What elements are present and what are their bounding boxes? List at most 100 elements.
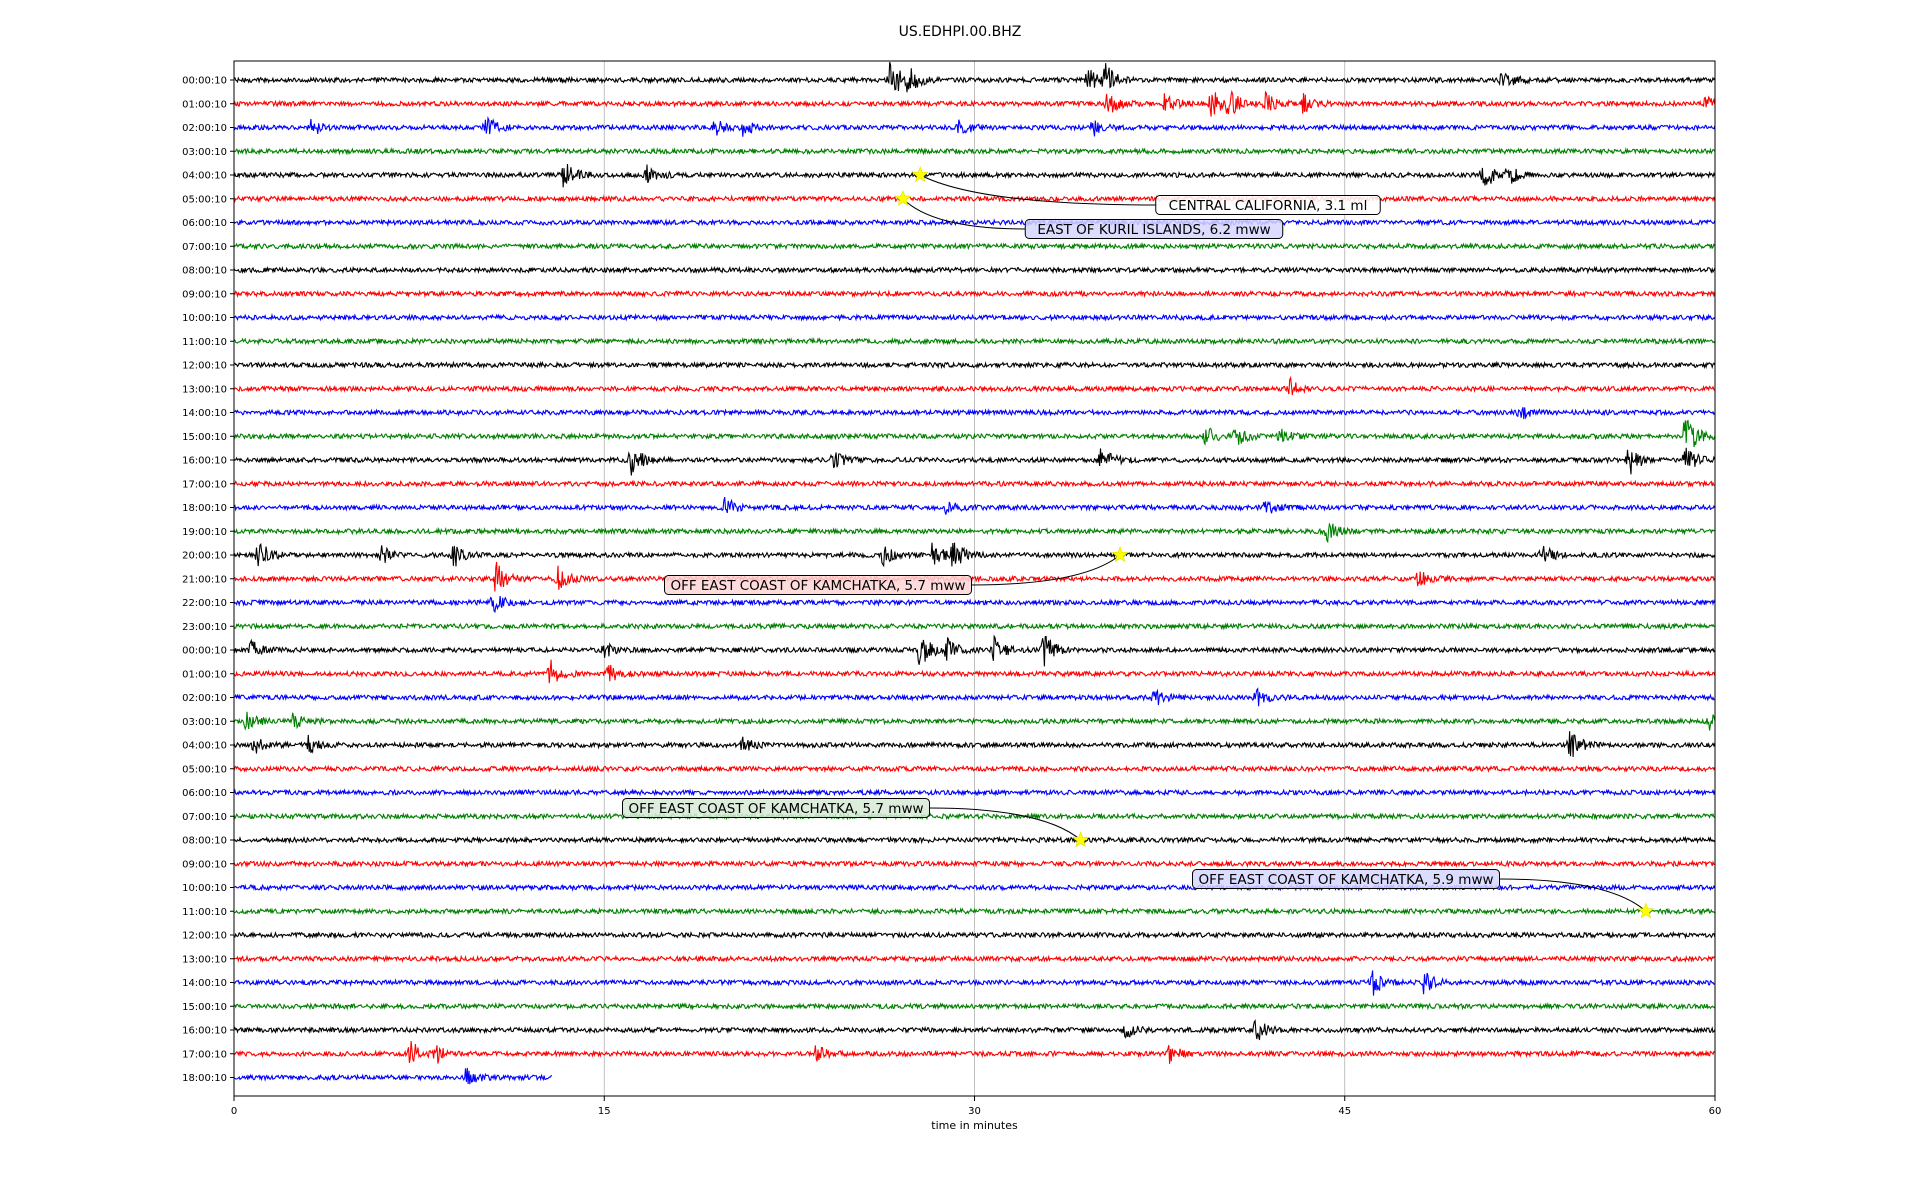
trace-row bbox=[233, 731, 1716, 758]
row-time-label: 07:00:10 bbox=[182, 812, 227, 823]
trace-row bbox=[233, 407, 1716, 420]
event-annotation: OFF EAST COAST OF KAMCHATKA, 5.7 mww bbox=[664, 546, 1129, 595]
row-time-label: 02:00:10 bbox=[182, 123, 227, 134]
row-time-label: 18:00:10 bbox=[182, 1073, 227, 1084]
event-label-box bbox=[1192, 869, 1500, 889]
row-time-label: 06:00:10 bbox=[182, 788, 227, 799]
trace-row bbox=[233, 163, 1716, 188]
trace-row bbox=[233, 419, 1716, 448]
event-label: OFF EAST COAST OF KAMCHATKA, 5.9 mww bbox=[1198, 872, 1493, 888]
x-axis-ticks: 0 15 30 45 60 bbox=[231, 1096, 1722, 1117]
row-time-label: 14:00:10 bbox=[182, 978, 227, 989]
event-annotation: CENTRAL CALIFORNIA, 3.1 ml bbox=[911, 166, 1381, 215]
event-annotations: CENTRAL CALIFORNIA, 3.1 ml EAST OF KURIL … bbox=[622, 166, 1655, 919]
row-time-label: 03:00:10 bbox=[182, 717, 227, 728]
event-connector bbox=[919, 174, 1156, 206]
chart-title: US.EDHPI.00.BHZ bbox=[899, 24, 1022, 40]
x-tick-label: 45 bbox=[1338, 1106, 1351, 1117]
row-time-label: 15:00:10 bbox=[182, 1002, 227, 1013]
trace-row bbox=[233, 764, 1716, 774]
row-time-label: 01:00:10 bbox=[182, 99, 227, 110]
trace-row bbox=[233, 859, 1716, 869]
trace-row bbox=[233, 313, 1716, 322]
row-time-label: 23:00:10 bbox=[182, 622, 227, 633]
row-time-label: 17:00:10 bbox=[182, 1049, 227, 1060]
row-time-label: 00:00:10 bbox=[182, 76, 227, 87]
trace-row bbox=[233, 711, 1716, 731]
event-connector bbox=[929, 807, 1081, 841]
trace-row bbox=[233, 522, 1716, 544]
row-time-label: 00:00:10 bbox=[182, 646, 227, 657]
row-time-label: 16:00:10 bbox=[182, 456, 227, 467]
row-time-labels: 00:00:10 01:00:10 02:00:10 03:00:10 04:00:10… bbox=[182, 76, 234, 1084]
row-time-label: 18:00:10 bbox=[182, 503, 227, 514]
trace-row bbox=[233, 218, 1716, 227]
trace-row bbox=[234, 906, 1716, 916]
event-annotation: OFF EAST COAST OF KAMCHATKA, 5.7 mww bbox=[622, 798, 1089, 848]
trace-row bbox=[233, 194, 1716, 204]
row-time-label: 01:00:10 bbox=[182, 669, 227, 680]
trace-row bbox=[233, 146, 1716, 156]
x-tick-label: 15 bbox=[598, 1106, 611, 1117]
row-time-label: 13:00:10 bbox=[182, 384, 227, 395]
row-time-label: 10:00:10 bbox=[182, 313, 227, 324]
trace-row bbox=[233, 479, 1715, 489]
row-time-label: 08:00:10 bbox=[182, 836, 227, 847]
trace-row bbox=[233, 115, 1716, 137]
event-star-marker bbox=[894, 189, 912, 206]
trace-row bbox=[233, 542, 1716, 568]
event-star-marker bbox=[1072, 831, 1089, 848]
row-time-label: 03:00:10 bbox=[182, 147, 227, 158]
event-label-box bbox=[1024, 219, 1284, 239]
x-tick-label: 60 bbox=[1709, 1106, 1722, 1117]
trace-row bbox=[233, 634, 1716, 667]
trace-row bbox=[233, 1067, 553, 1085]
trace-row bbox=[233, 1019, 1716, 1041]
trace-row bbox=[233, 788, 1716, 797]
row-time-label: 04:00:10 bbox=[182, 741, 227, 752]
trace-row bbox=[233, 1041, 1715, 1064]
event-label-box bbox=[664, 575, 972, 595]
trace-row bbox=[234, 61, 1716, 93]
event-label: CENTRAL CALIFORNIA, 3.1 ml bbox=[1169, 198, 1368, 214]
row-time-label: 14:00:10 bbox=[182, 408, 227, 419]
trace-row bbox=[233, 496, 1716, 515]
row-time-label: 05:00:10 bbox=[182, 764, 227, 775]
vertical-grid bbox=[603, 61, 1346, 1096]
row-time-label: 10:00:10 bbox=[182, 883, 227, 894]
trace-row bbox=[233, 954, 1716, 964]
trace-row bbox=[233, 970, 1716, 996]
trace-row bbox=[233, 265, 1716, 275]
event-connector bbox=[1499, 878, 1647, 912]
row-time-label: 02:00:10 bbox=[182, 693, 227, 704]
trace-row bbox=[233, 595, 1716, 614]
trace-row bbox=[233, 659, 1716, 684]
row-time-label: 13:00:10 bbox=[182, 954, 227, 965]
trace-row bbox=[233, 336, 1716, 346]
trace-row bbox=[233, 621, 1715, 631]
event-annotation: EAST OF KURIL ISLANDS, 6.2 mww bbox=[894, 189, 1284, 239]
event-star-marker bbox=[1111, 546, 1129, 563]
trace-row bbox=[233, 289, 1716, 299]
trace-row bbox=[233, 447, 1716, 476]
event-label: OFF EAST COAST OF KAMCHATKA, 5.7 mww bbox=[628, 801, 923, 817]
event-connector bbox=[902, 198, 1026, 230]
row-time-label: 20:00:10 bbox=[182, 551, 227, 562]
event-annotation: OFF EAST COAST OF KAMCHATKA, 5.9 mww bbox=[1192, 869, 1655, 919]
row-time-label: 11:00:10 bbox=[182, 337, 227, 348]
row-time-label: 04:00:10 bbox=[182, 171, 227, 182]
event-connector bbox=[971, 554, 1121, 586]
row-time-label: 09:00:10 bbox=[182, 289, 227, 300]
x-tick-label: 30 bbox=[968, 1106, 981, 1117]
trace-row bbox=[233, 930, 1716, 940]
row-time-label: 05:00:10 bbox=[182, 194, 227, 205]
event-label: EAST OF KURIL ISLANDS, 6.2 mww bbox=[1037, 222, 1270, 238]
row-time-label: 12:00:10 bbox=[182, 931, 227, 942]
row-time-label: 19:00:10 bbox=[182, 527, 227, 538]
plot-frame bbox=[233, 60, 1716, 1097]
trace-row bbox=[233, 811, 1716, 821]
row-time-label: 12:00:10 bbox=[182, 361, 227, 372]
event-label-box bbox=[1155, 195, 1381, 215]
